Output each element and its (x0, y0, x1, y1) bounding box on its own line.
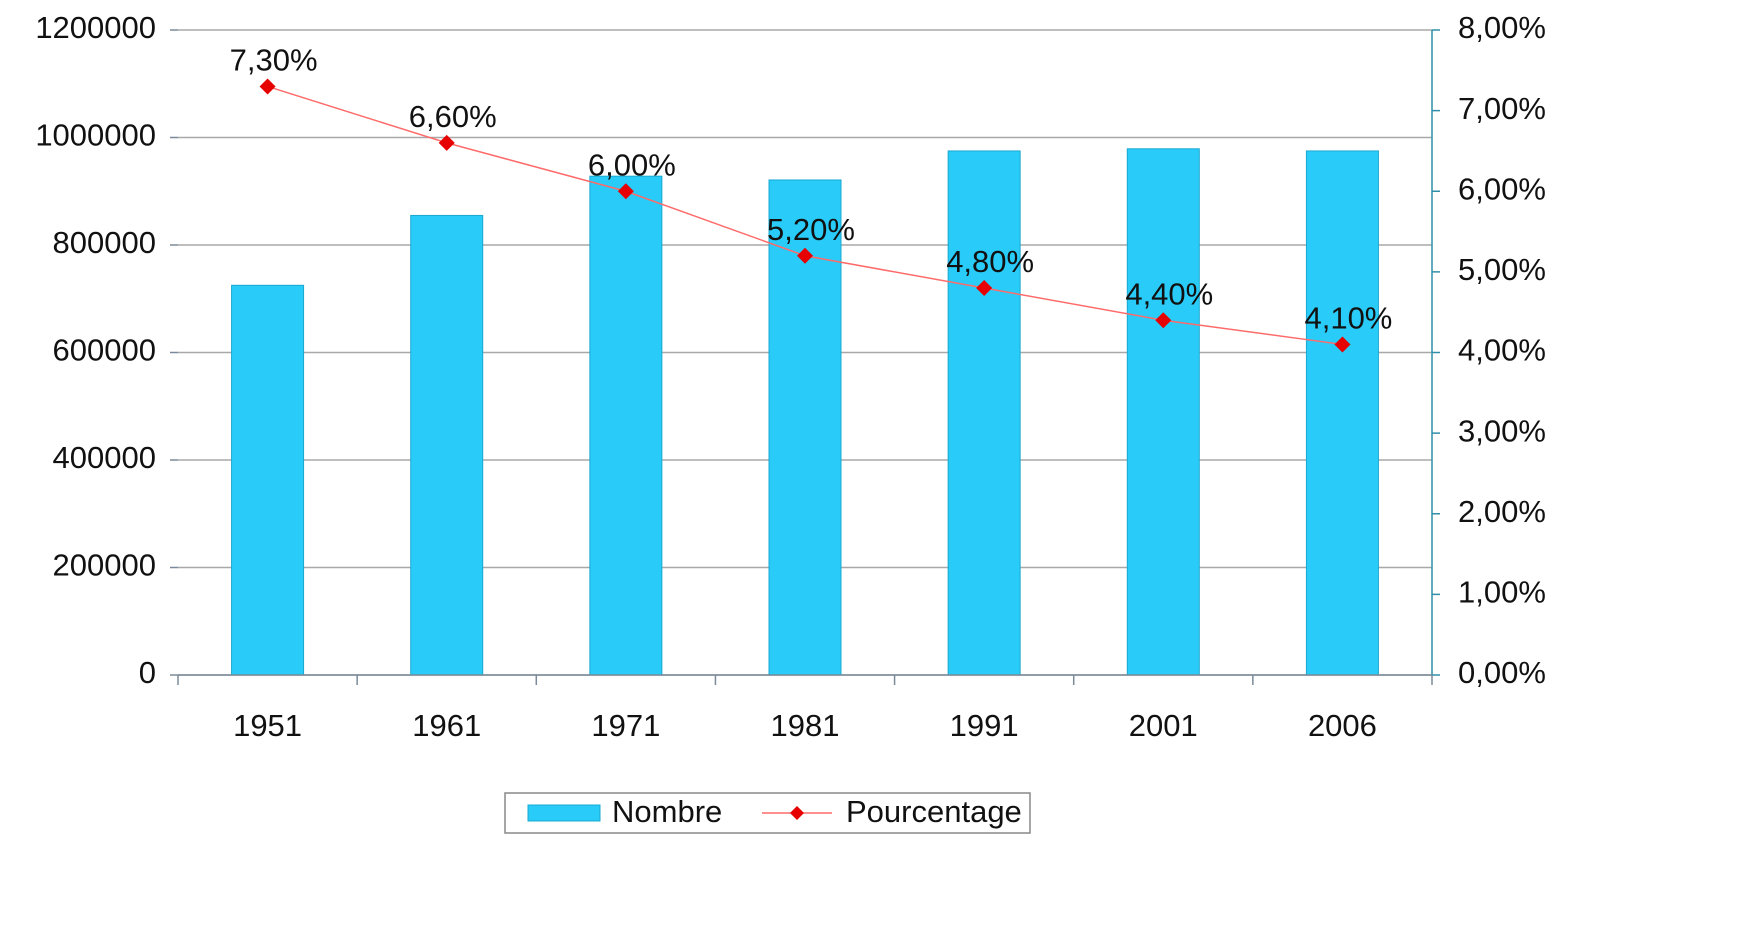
legend: Nombre Pourcentage (504, 792, 1031, 834)
marker (797, 247, 813, 264)
y-tick-label: 200000 (53, 548, 156, 583)
y2-tick-label: 7,00% (1458, 91, 1546, 126)
legend-label: Pourcentage (846, 794, 1022, 829)
y2-tick-label: 2,00% (1458, 494, 1546, 529)
y-tick-label: 600000 (53, 333, 156, 368)
y2-tick-label: 1,00% (1458, 575, 1546, 610)
bar (1305, 150, 1379, 676)
y2-tick-label: 8,00% (1458, 10, 1546, 45)
marker (1334, 336, 1351, 353)
marker (617, 183, 634, 200)
data-label: 7,30% (230, 43, 318, 78)
data-label: 4,80% (946, 244, 1034, 279)
data-label: 4,10% (1304, 301, 1392, 336)
legend-label: Nombre (612, 794, 722, 829)
marker (438, 134, 455, 151)
x-tick-label: 1951 (233, 708, 302, 743)
legend-marker (790, 806, 804, 820)
bar (231, 284, 305, 676)
y2-tick-label: 4,00% (1458, 333, 1546, 368)
y-tick-label: 1200000 (35, 10, 156, 45)
y2-tick-label: 0,00% (1458, 655, 1546, 690)
bar (589, 175, 663, 676)
y-tick-label: 400000 (53, 440, 156, 475)
marker (976, 280, 993, 296)
data-label: 4,40% (1125, 276, 1213, 311)
bar (1126, 148, 1200, 676)
x-tick-label: 1961 (412, 708, 481, 743)
data-label: 6,60% (409, 99, 497, 134)
y2-tick-label: 6,00% (1458, 171, 1546, 206)
x-tick-label: 1981 (771, 708, 840, 743)
bar (410, 214, 484, 676)
y-tick-label: 0 (139, 655, 156, 690)
legend-swatch (527, 804, 601, 822)
bar (947, 150, 1021, 676)
x-tick-label: 1971 (591, 708, 660, 743)
marker (259, 78, 276, 95)
data-label: 6,00% (588, 147, 676, 182)
data-label: 5,20% (767, 212, 855, 247)
y-tick-label: 800000 (53, 225, 156, 260)
y2-tick-label: 5,00% (1458, 252, 1546, 287)
x-tick-label: 2006 (1308, 708, 1377, 743)
x-tick-label: 2001 (1129, 708, 1198, 743)
y2-tick-label: 3,00% (1458, 413, 1546, 448)
marker (1155, 312, 1172, 329)
y-tick-label: 1000000 (35, 118, 156, 153)
x-tick-label: 1991 (950, 708, 1019, 743)
